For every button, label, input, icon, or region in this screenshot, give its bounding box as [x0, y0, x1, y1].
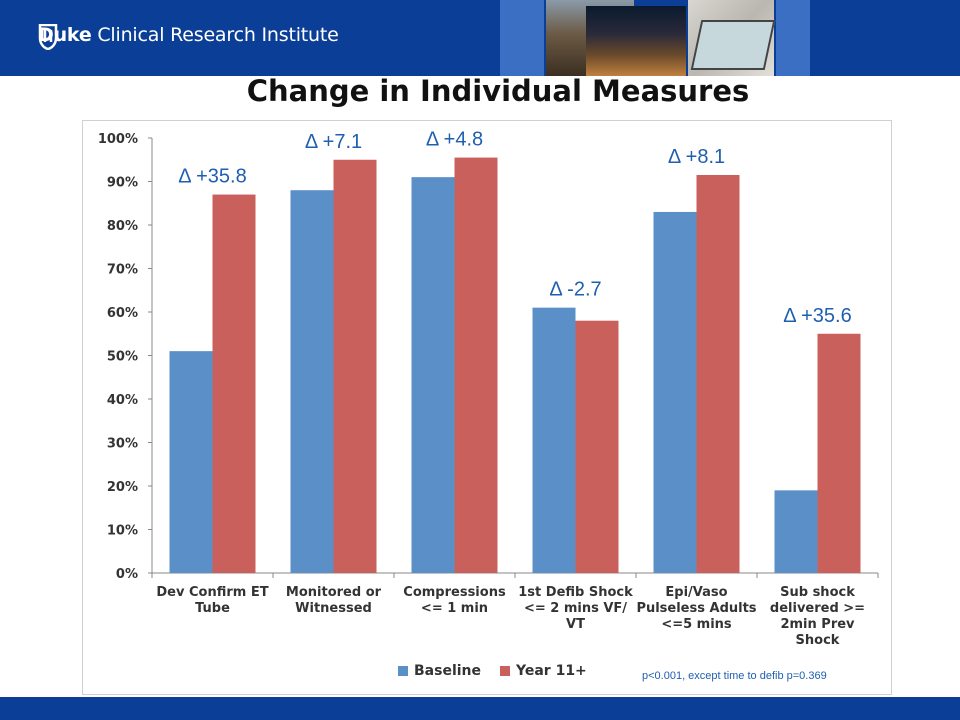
- duke-shield-icon: [38, 24, 58, 50]
- x-category-label: <=5 mins: [661, 617, 732, 632]
- y-tick-label: 90%: [107, 176, 138, 191]
- duke-logo: Duke Clinical Research Institute: [38, 24, 339, 50]
- bar-year-11-: [333, 159, 377, 573]
- y-tick-label: 20%: [107, 480, 138, 495]
- y-tick-label: 80%: [107, 219, 138, 234]
- x-category-label: Epi/Vaso: [665, 585, 727, 600]
- x-category-label: Tube: [195, 601, 230, 616]
- x-category-label: Witnessed: [295, 601, 372, 616]
- y-tick-label: 0%: [116, 567, 138, 582]
- x-category-label: VT: [566, 617, 585, 632]
- y-tick-label: 30%: [107, 437, 138, 452]
- page-title: Change in Individual Measures: [246, 74, 750, 108]
- bar-year-11-: [696, 174, 740, 573]
- legend-swatch: [398, 666, 408, 676]
- bar-year-11-: [575, 320, 619, 573]
- delta-label: Δ +35.6: [783, 305, 851, 327]
- x-category-label: Sub shock: [780, 585, 855, 600]
- bar-baseline: [532, 307, 576, 573]
- building-photo: [586, 6, 686, 76]
- delta-label: Δ +35.8: [178, 166, 246, 188]
- footnote: p<0.001, except time to defib p=0.369: [642, 670, 827, 682]
- x-category-label: 1st Defib Shock: [518, 585, 633, 600]
- photo-panel: [776, 0, 810, 76]
- delta-label: Δ +7.1: [305, 131, 362, 153]
- header-photo-strip: [500, 0, 810, 76]
- delta-label: Δ +8.1: [668, 146, 725, 168]
- x-category-label: <= 2 mins VF/: [524, 601, 627, 616]
- x-category-label: Dev Confirm ET: [156, 585, 268, 600]
- y-tick-label: 50%: [107, 350, 138, 365]
- y-tick-label: 100%: [98, 132, 138, 147]
- x-category-label: 2min Prev: [780, 617, 855, 632]
- x-category-label: Shock: [796, 633, 840, 648]
- bar-year-11-: [817, 333, 861, 573]
- x-category-label: Compressions: [403, 585, 506, 600]
- header-bar: Duke Clinical Research Institute: [0, 0, 960, 76]
- bar-year-11-: [454, 157, 498, 573]
- bar-baseline: [169, 351, 213, 573]
- photo-panel: [500, 0, 544, 76]
- x-category-label: delivered >=: [770, 601, 865, 616]
- bar-baseline: [290, 190, 334, 573]
- legend-label: Year 11+: [515, 663, 587, 679]
- bar-baseline: [653, 211, 697, 573]
- y-tick-label: 10%: [107, 524, 138, 539]
- delta-label: Δ +4.8: [426, 129, 483, 151]
- bar-year-11-: [212, 194, 256, 574]
- y-tick-label: 70%: [107, 263, 138, 278]
- x-category-label: <= 1 min: [421, 601, 488, 616]
- delta-label: Δ -2.7: [549, 279, 601, 301]
- footer-bar: [0, 697, 960, 720]
- legend-label: Baseline: [414, 663, 481, 679]
- y-tick-label: 60%: [107, 306, 138, 321]
- y-tick-label: 40%: [107, 393, 138, 408]
- x-category-label: Pulseless Adults: [636, 601, 756, 616]
- x-category-label: Monitored or: [286, 585, 382, 600]
- bar-baseline: [411, 177, 455, 573]
- legend-swatch: [500, 666, 510, 676]
- bar-baseline: [774, 490, 818, 573]
